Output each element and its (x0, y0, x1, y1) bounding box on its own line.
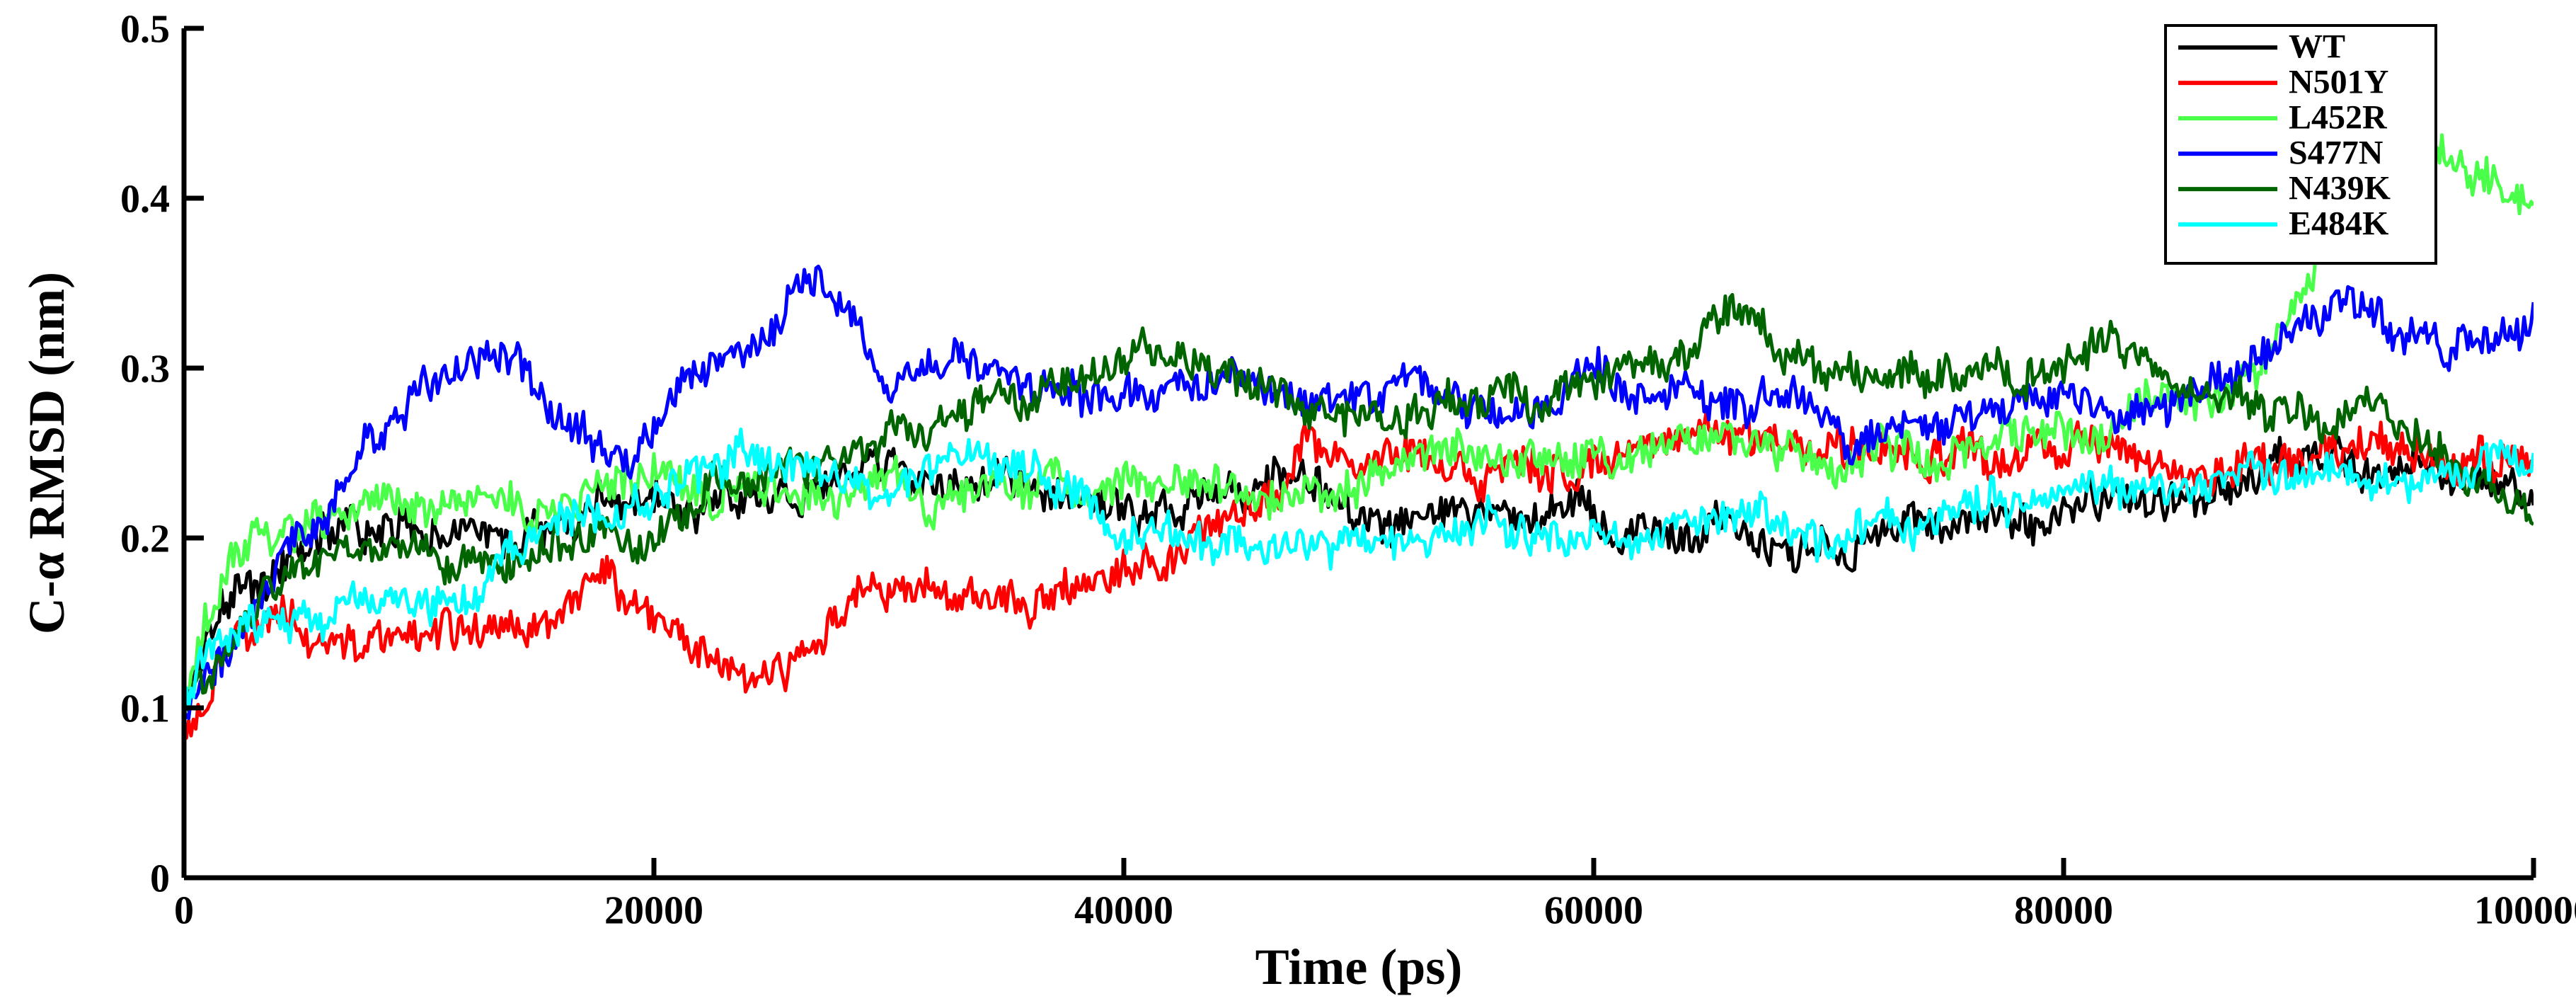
legend-label: L452R (2289, 99, 2388, 137)
x-axis-label: Time (ps) (1255, 939, 1463, 995)
x-tick-label: 20000 (604, 888, 703, 932)
rmsd-chart: 0 20000 40000 60000 80000 100000 0 0.1 0.2 0.3 0.4… (0, 0, 2576, 1008)
legend-label: S477N (2289, 134, 2384, 172)
legend: WTN501YL452RS477NN439KE484K (2166, 25, 2436, 263)
y-axis-label: C-α RMSD (nm) (18, 272, 75, 634)
y-tick-label: 0.5 (120, 8, 170, 52)
legend-label: WT (2289, 28, 2345, 66)
legend-label: E484K (2289, 205, 2388, 243)
x-tick-label: 100000 (2474, 888, 2576, 932)
y-tick-label: 0.2 (120, 517, 170, 561)
x-tick-label: 60000 (1544, 888, 1643, 932)
legend-label: N501Y (2289, 64, 2388, 101)
legend-label: N439K (2289, 170, 2391, 207)
x-tick-label: 40000 (1074, 888, 1173, 932)
y-tick-label: 0.4 (120, 178, 170, 222)
x-tick-label: 80000 (2014, 888, 2113, 932)
y-tick-label: 0 (150, 857, 170, 901)
y-tick-label: 0.1 (120, 687, 170, 731)
x-tick-label: 0 (174, 888, 194, 932)
chart-svg: 0 20000 40000 60000 80000 100000 0 0.1 0.2 0.3 0.4… (0, 0, 2576, 1008)
y-tick-label: 0.3 (120, 348, 170, 391)
